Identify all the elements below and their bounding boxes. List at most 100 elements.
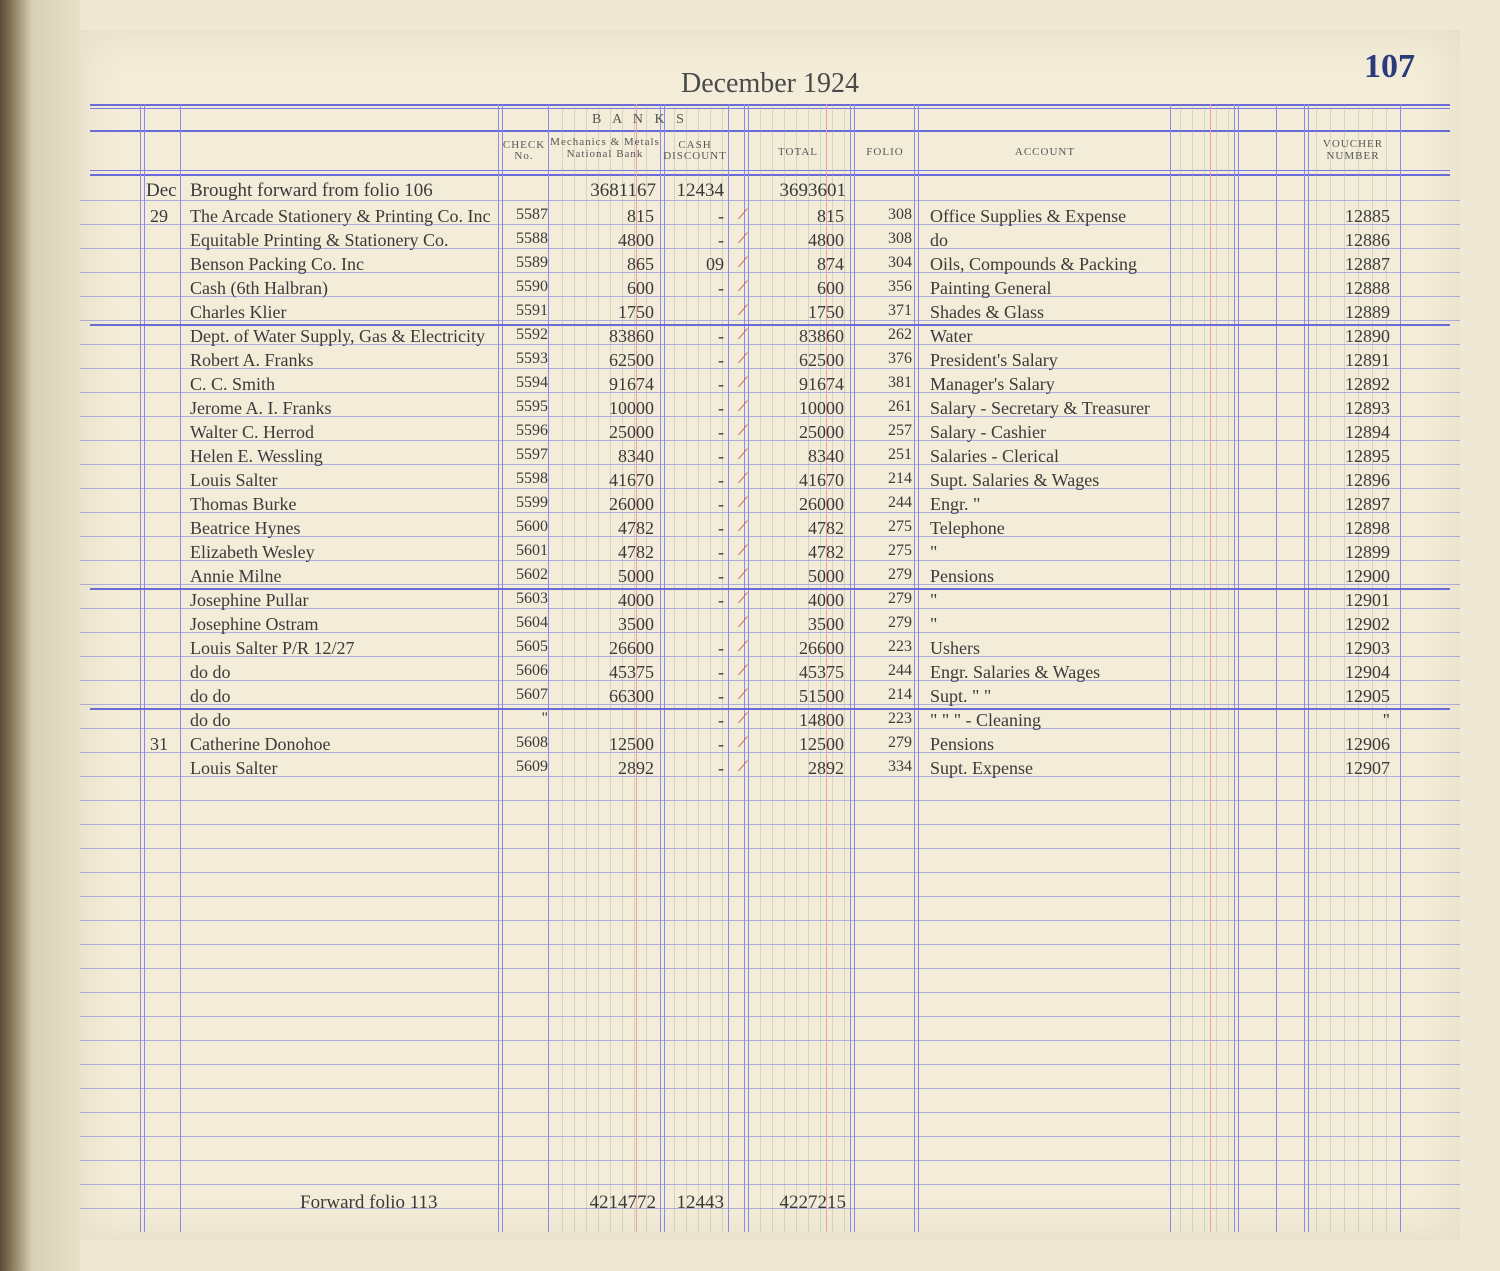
red-tick: ⟋ (738, 712, 748, 728)
cell-folio: 244 (866, 662, 912, 680)
cell-check: 5602 (500, 566, 548, 584)
cell-voucher: 12904 (1310, 662, 1390, 683)
cell-desc: Josephine Ostram (190, 614, 318, 635)
cell-voucher: 12890 (1310, 326, 1390, 347)
cell-account: President's Salary (930, 350, 1058, 371)
cell-voucher: " (1310, 710, 1390, 731)
cell-account: Supt. Expense (930, 758, 1033, 779)
cell-check: 5594 (500, 374, 548, 392)
ledger-row: Charles Klier559117501750371Shades & Gla… (80, 302, 1460, 326)
bf-total: 3693601 (748, 180, 846, 202)
cell-check: 5599 (500, 494, 548, 512)
cell-discount: - (662, 326, 724, 347)
cell-bank: 4800 (550, 230, 654, 251)
red-tick: ⟋ (738, 520, 748, 536)
cell-total: 8340 (748, 446, 844, 467)
red-tick: ⟋ (738, 352, 748, 368)
red-tick: ⟋ (738, 472, 748, 488)
bf-bank: 3681167 (550, 180, 656, 202)
cell-check: 5609 (500, 758, 548, 776)
cell-discount: - (662, 494, 724, 515)
red-tick: ⟋ (738, 232, 748, 248)
cell-account: Supt. " " (930, 686, 991, 707)
ledger-row: Benson Packing Co. Inc558986509874304Oil… (80, 254, 1460, 278)
cell-account: Painting General (930, 278, 1051, 299)
cell-account: Pensions (930, 566, 994, 587)
cell-folio: 275 (866, 542, 912, 560)
cell-desc: The Arcade Stationery & Printing Co. Inc (190, 206, 490, 227)
cell-total: 83860 (748, 326, 844, 347)
ledger-row: Louis Salter56092892-2892334Supt. Expens… (80, 758, 1460, 782)
cell-discount: - (662, 542, 724, 563)
cell-account: Pensions (930, 734, 994, 755)
cell-voucher: 12901 (1310, 590, 1390, 611)
forward-text: Forward folio 113 (300, 1192, 438, 1214)
cell-folio: 214 (866, 470, 912, 488)
cell-check: 5597 (500, 446, 548, 464)
cell-voucher: 12896 (1310, 470, 1390, 491)
hdr-discount: CASH DISCOUNT (662, 140, 728, 162)
cell-account: " (930, 590, 937, 611)
cell-desc: Charles Klier (190, 302, 286, 323)
cell-total: 4000 (748, 590, 844, 611)
ledger-row: 31Catherine Donohoe560812500-12500279Pen… (80, 734, 1460, 758)
ledger-row: Louis Salter P/R 12/27560526600-26600223… (80, 638, 1460, 662)
cell-bank: 83860 (550, 326, 654, 347)
cell-discount: - (662, 278, 724, 299)
cell-check: 5605 (500, 638, 548, 656)
cell-voucher: 12907 (1310, 758, 1390, 779)
cell-voucher: 12893 (1310, 398, 1390, 419)
cell-account: " " " - Cleaning (930, 710, 1041, 731)
cell-total: 25000 (748, 422, 844, 443)
cell-check: 5604 (500, 614, 548, 632)
cell-discount: - (662, 398, 724, 419)
red-tick: ⟋ (738, 736, 748, 752)
top-rule (90, 104, 1450, 106)
cell-check: 5601 (500, 542, 548, 560)
ledger-row: Dept. of Water Supply, Gas & Electricity… (80, 326, 1460, 350)
cell-voucher: 12891 (1310, 350, 1390, 371)
red-tick: ⟋ (738, 400, 748, 416)
cell-discount: - (662, 710, 724, 731)
red-tick: ⟋ (738, 304, 748, 320)
ledger-row: do do"-14800223 " " " - Cleaning"⟋ (80, 710, 1460, 734)
cell-desc: do do (190, 662, 231, 683)
ledger-row: Helen E. Wessling55978340-8340251Salarie… (80, 446, 1460, 470)
cell-bank: 600 (550, 278, 654, 299)
cell-desc: do do (190, 686, 231, 707)
ledger-row: Josephine Ostram560435003500279"12902⟋ (80, 614, 1460, 638)
cell-voucher: 12900 (1310, 566, 1390, 587)
cell-folio: 261 (866, 398, 912, 416)
cell-check: 5600 (500, 518, 548, 536)
cell-desc: do do (190, 710, 231, 731)
cell-check: 5590 (500, 278, 548, 296)
cell-check: 5591 (500, 302, 548, 320)
cell-total: 26000 (748, 494, 844, 515)
cell-account: Shades & Glass (930, 302, 1044, 323)
header-bottom-rule (90, 174, 1450, 176)
cell-discount: - (662, 446, 724, 467)
rule (90, 108, 1450, 109)
cell-account: " (930, 614, 937, 635)
cell-voucher: 12887 (1310, 254, 1390, 275)
cell-desc: Walter C. Herrod (190, 422, 314, 443)
cell-total: 62500 (748, 350, 844, 371)
cell-bank: 5000 (550, 566, 654, 587)
cell-account: Manager's Salary (930, 374, 1055, 395)
bf-discount: 12434 (662, 180, 724, 202)
cell-discount: - (662, 758, 724, 779)
cell-desc: Robert A. Franks (190, 350, 314, 371)
cell-discount: - (662, 422, 724, 443)
cell-discount: - (662, 590, 724, 611)
cell-folio: 262 (866, 326, 912, 344)
ledger-page: 107 December 1924 B A N K S CHECK No. (80, 30, 1460, 1240)
cell-folio: 356 (866, 278, 912, 296)
cell-voucher: 12886 (1310, 230, 1390, 251)
cell-total: 3500 (748, 614, 844, 635)
ledger-row: Elizabeth Wesley56014782-4782275"12899⟋ (80, 542, 1460, 566)
ledger-row: Louis Salter559841670-41670214Supt. Sala… (80, 470, 1460, 494)
cell-folio: 376 (866, 350, 912, 368)
cell-desc: Helen E. Wessling (190, 446, 323, 467)
cell-desc: Dept. of Water Supply, Gas & Electricity (190, 326, 485, 347)
red-tick: ⟋ (738, 496, 748, 512)
